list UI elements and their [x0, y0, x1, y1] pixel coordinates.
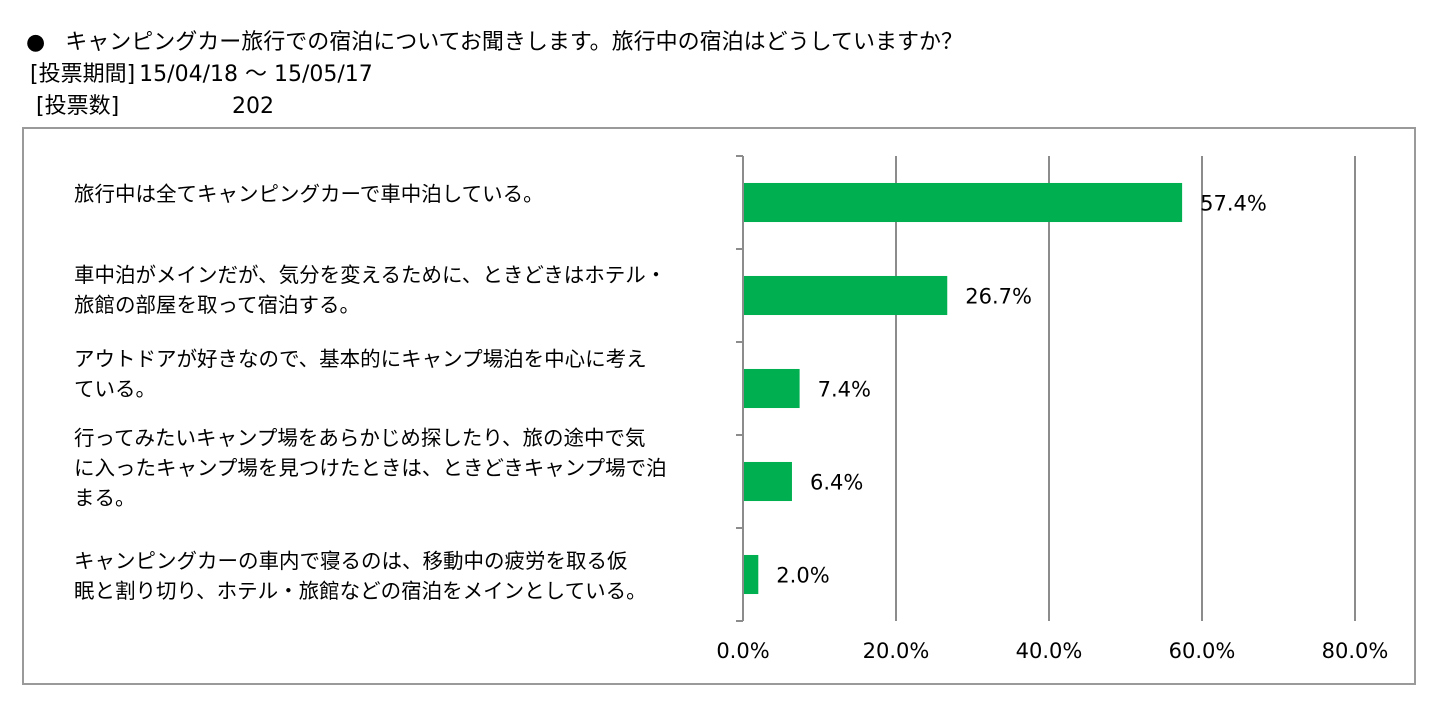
bullet-icon: ●	[26, 30, 46, 55]
chart-frame: 旅行中は全てキャンピングカーで車中泊している。 車中泊がメインだが、気分を変える…	[22, 127, 1416, 685]
bar-value-label-3: 7.4%	[818, 378, 871, 402]
bar-2	[744, 275, 948, 316]
bar-value-label-4: 6.4%	[810, 471, 863, 495]
bar-3	[744, 368, 800, 409]
bar-4	[744, 461, 792, 502]
bar-1	[744, 182, 1183, 223]
x-tick-label-4: 80.0%	[1322, 639, 1389, 663]
category-label-4: 行ってみたいキャンプ場をあらかじめ探したり、旅の途中で気 に入ったキャンプ場を見…	[74, 426, 667, 510]
bar-value-label-1: 57.4%	[1200, 192, 1267, 216]
category-label-3: アウトドアが好きなので、基本的にキャンプ場泊を中心に考え ている。	[74, 347, 647, 401]
vote-count: [投票数] 202	[36, 94, 274, 120]
vote-count-value: 202	[232, 94, 274, 119]
category-label-2: 車中泊がメインだが、気分を変えるために、ときどきはホテル・ 旅館の部屋を取って宿…	[74, 263, 667, 317]
voting-period-label: [投票期間]	[30, 62, 136, 87]
x-tick-label-2: 40.0%	[1016, 639, 1083, 663]
chart-title: ● キャンピングカー旅行での宿泊についてお聞きします。旅行中の宿泊はどうしています…	[26, 30, 963, 56]
bar-plot: 57.4% 26.7% 7.4% 6.4% 2.0% 0.0% 20.0% 40.0% 60.0…	[716, 155, 1389, 663]
bar-value-label-5: 2.0%	[776, 564, 829, 588]
bar-value-label-2: 26.7%	[965, 285, 1032, 309]
x-tick-label-0: 0.0%	[716, 639, 769, 663]
x-tick-label-1: 20.0%	[863, 639, 930, 663]
voting-period-value: 15/04/18 〜 15/05/17	[139, 62, 373, 87]
x-tick-label-3: 60.0%	[1169, 639, 1236, 663]
bar-5	[744, 554, 759, 595]
category-label-5: キャンピングカーの車内で寝るのは、移動中の疲労を取る仮 眠と割り切り、ホテル・旅…	[74, 549, 647, 603]
voting-period: [投票期間] 15/04/18 〜 15/05/17	[30, 62, 373, 88]
question-text: キャンピングカー旅行での宿泊についてお聞きします。旅行中の宿泊はどうしていますか…	[65, 30, 964, 55]
vote-count-label: [投票数]	[36, 94, 120, 119]
category-label-1: 旅行中は全てキャンピングカーで車中泊している。	[74, 182, 544, 206]
